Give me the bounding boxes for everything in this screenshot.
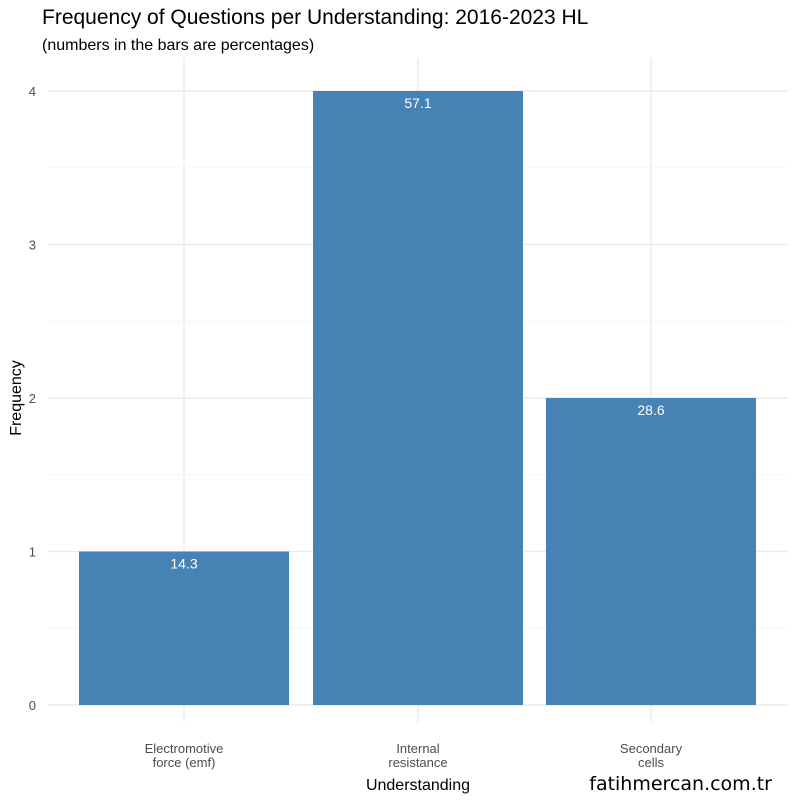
- bar: [79, 551, 289, 705]
- x-axis-ticks: Electromotive force (emf) Internal resistan…: [145, 741, 683, 770]
- bars: 14.3 57.1 28.6: [79, 91, 756, 705]
- bar-data-label: 28.6: [637, 402, 664, 418]
- bar-data-label: 57.1: [404, 95, 431, 111]
- x-tick-label: Internal resistance: [388, 741, 447, 770]
- x-tick-label: Electromotive force (emf): [145, 741, 224, 770]
- y-tick-label: 1: [29, 545, 36, 560]
- y-tick-label: 2: [29, 391, 36, 406]
- watermark-text: fatihmercan.com.tr: [589, 773, 772, 795]
- chart-subtitle: (numbers in the bars are percentages): [42, 37, 314, 54]
- y-tick-label: 4: [29, 84, 36, 99]
- y-axis-ticks: 0 1 2 3 4: [29, 84, 36, 713]
- y-tick-label: 0: [29, 698, 36, 713]
- bar: [313, 91, 523, 705]
- chart-title: Frequency of Questions per Understanding…: [42, 6, 588, 29]
- bar: [546, 398, 756, 705]
- x-axis-title: Understanding: [366, 777, 470, 794]
- y-axis-title: Frequency: [8, 360, 25, 436]
- y-tick-label: 3: [29, 238, 36, 253]
- x-tick-label: Secondary cells: [620, 741, 683, 770]
- bar-data-label: 14.3: [170, 556, 197, 572]
